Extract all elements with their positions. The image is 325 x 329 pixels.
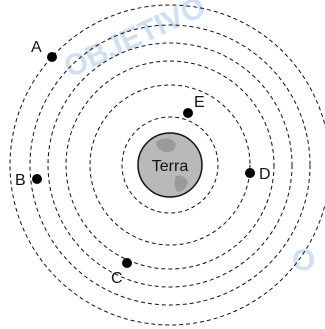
- point-c: [122, 258, 132, 268]
- point-e-label: E: [194, 94, 205, 111]
- watermark-fragment: O: [292, 244, 315, 277]
- earth-continent: [174, 175, 188, 192]
- point-a: [47, 52, 57, 62]
- point-b-label: B: [15, 172, 26, 189]
- orbit-2: [89, 84, 251, 246]
- orbit-1: [121, 116, 219, 214]
- earth-label: Terra: [152, 158, 189, 175]
- point-b: [32, 174, 42, 184]
- earth: Terra: [137, 132, 203, 198]
- earth-continent: [156, 138, 176, 153]
- point-a-label: A: [31, 39, 42, 56]
- orbit-4: [47, 42, 293, 288]
- point-c-label: C: [111, 270, 123, 287]
- orbits: [9, 4, 325, 326]
- point-d: [245, 168, 255, 178]
- points: A B C D E: [15, 39, 271, 287]
- point-d-label: D: [259, 166, 271, 183]
- point-e: [183, 108, 193, 118]
- watermark-text: OBJETIVO: [59, 0, 210, 84]
- orbit-5: [29, 24, 311, 306]
- orbit-3: [65, 60, 275, 270]
